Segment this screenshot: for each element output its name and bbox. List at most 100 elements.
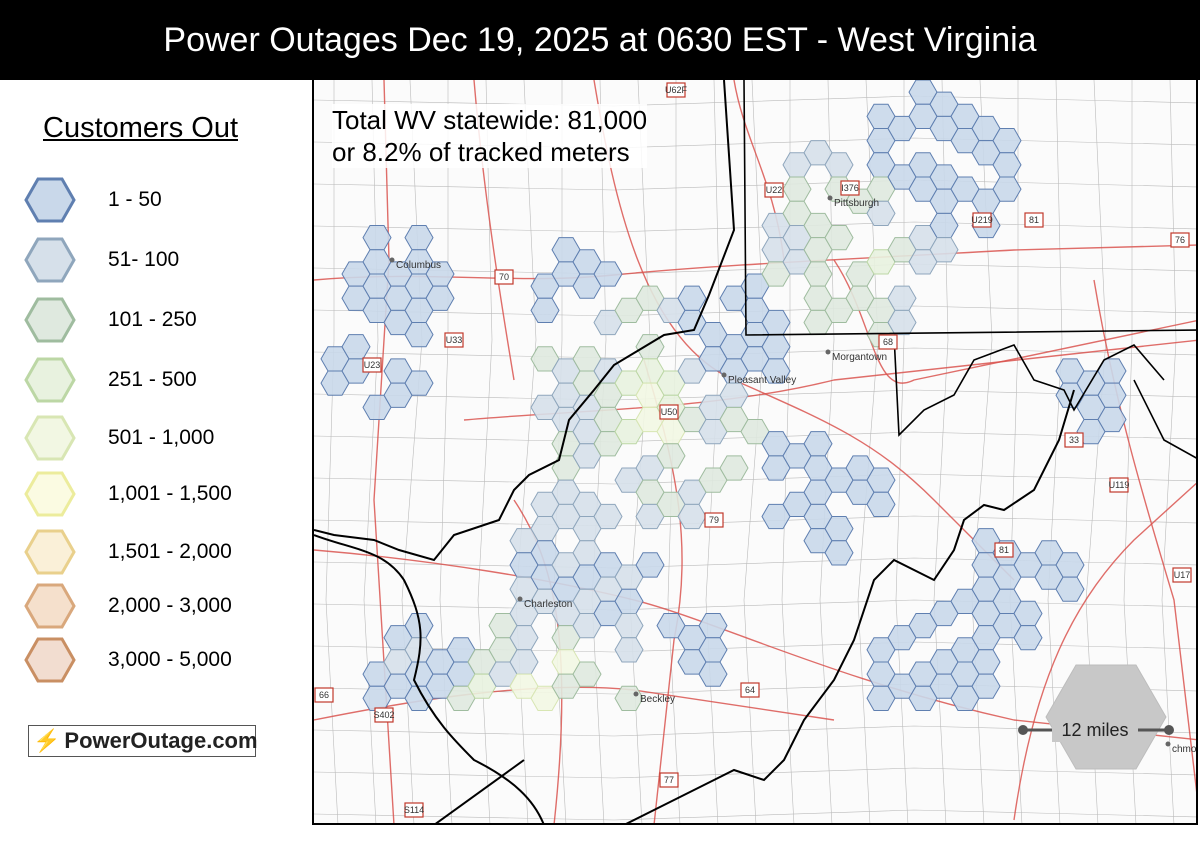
legend-item-label: 501 - 1,000 [108, 426, 215, 449]
outage-hexagon [761, 358, 791, 384]
city-label-columbus: Columbus [396, 260, 441, 271]
scale-label: 12 miles [1061, 720, 1128, 740]
city-label-pittsburgh: Pittsburgh [834, 198, 879, 209]
outage-hexagon [362, 225, 392, 251]
city-label-pleasant_valley: Pleasant Valley [728, 375, 796, 386]
highway-shield-label: 68 [883, 337, 893, 347]
highway-shield-label: I376 [841, 183, 859, 193]
legend-item-label: 2,000 - 3,000 [108, 594, 232, 617]
hexagon-icon [24, 471, 76, 517]
highway-shield-label: S402 [373, 710, 394, 720]
city-label-charleston: Charleston [524, 599, 572, 610]
city-label-richmond: chmond [1172, 744, 1198, 755]
outage-hexagon [677, 503, 707, 530]
legend-item-label: 51- 100 [108, 248, 180, 271]
city-label-beckley: Beckley [640, 694, 675, 705]
map-area[interactable]: 70 79 68 77 64 81 76 U50 U33 U23 U22 U62F I376 U219 81… [312, 80, 1198, 825]
legend-item-label: 101 - 250 [108, 308, 197, 331]
outage-hexagon [992, 176, 1022, 202]
outage-hexagon [698, 661, 728, 687]
outage-hexagon [572, 661, 602, 687]
scale-indicator: 12 miles [1018, 664, 1174, 770]
outage-hexagon [1055, 576, 1085, 602]
statewide-total-line2: or 8.2% of tracked meters [332, 137, 630, 167]
outage-hexagon [1097, 406, 1127, 433]
outage-hexagon [782, 176, 812, 202]
outage-hexagon [929, 237, 959, 263]
hexagon-icon [24, 177, 76, 223]
highway-shield-label: 81 [1029, 215, 1039, 225]
highway-shield-label: U33 [446, 335, 463, 345]
highway-shield-label: 76 [1175, 235, 1185, 245]
legend-item: 101 - 250 [24, 296, 304, 344]
outage-hexagon [719, 455, 749, 481]
highway-shield-label: U22 [766, 185, 783, 195]
outage-hexagon [866, 200, 896, 226]
hexagon-icon [24, 415, 76, 461]
outage-hexagon [614, 685, 644, 711]
legend-item: 51- 100 [24, 236, 304, 284]
highway-shield-label: U50 [661, 407, 678, 417]
outage-hexagons [320, 80, 1127, 711]
legend-panel: Customers Out 1 - 50 51- 100 101 - 250 251 … [0, 80, 312, 844]
highway-shield-label: 77 [664, 775, 674, 785]
legend-item: 1,501 - 2,000 [24, 528, 304, 576]
outage-hexagon [824, 225, 854, 251]
highway-shields: 70 79 68 77 64 81 76 U50 U33 U23 U22 U62F I376 U219 81… [314, 82, 1192, 818]
outage-hexagon [404, 322, 434, 348]
outage-hexagon [824, 540, 854, 566]
outage-hexagon [404, 370, 434, 396]
outage-hexagon [656, 443, 686, 469]
statewide-total-line1: Total WV statewide: 81,000 [332, 105, 648, 135]
scale-endpoint-right [1164, 725, 1174, 735]
legend-item-label: 1 - 50 [108, 188, 162, 211]
city-label-morgantown: Morgantown [832, 352, 887, 363]
highway-shield-label: U23 [364, 360, 381, 370]
highway-shield-label: 70 [499, 272, 509, 282]
state-borders [314, 80, 1196, 823]
legend-item-label: 3,000 - 5,000 [108, 648, 232, 671]
legend-item: 1 - 50 [24, 176, 304, 224]
highway-shield-label: 64 [745, 685, 755, 695]
legend-item: 501 - 1,000 [24, 414, 304, 462]
legend-item: 2,000 - 3,000 [24, 582, 304, 630]
highway-shield-label: U62F [665, 85, 688, 95]
legend-item: 3,000 - 5,000 [24, 636, 304, 684]
legend-item-label: 1,001 - 1,500 [108, 482, 232, 505]
outage-hexagon [425, 285, 455, 311]
outage-hexagon [971, 673, 1001, 699]
logo-text: PowerOutage.com [64, 728, 258, 753]
hexagon-icon [24, 529, 76, 575]
legend-item-label: 251 - 500 [108, 368, 197, 391]
hexagon-icon [24, 297, 76, 343]
outage-hexagon [614, 637, 644, 663]
legend-item-label: 1,501 - 2,000 [108, 540, 232, 563]
highway-shield-label: 79 [709, 515, 719, 525]
legend-item: 1,001 - 1,500 [24, 470, 304, 518]
hexagon-icon [24, 237, 76, 283]
legend-heading: Customers Out [43, 112, 238, 144]
outage-hexagon [866, 491, 896, 517]
outage-hexagon [887, 309, 917, 336]
hexagon-icon [24, 357, 76, 403]
hexagon-icon [24, 583, 76, 629]
outage-hexagon [635, 552, 665, 578]
scale-hexagon [1045, 664, 1167, 770]
hexagon-icon [24, 637, 76, 683]
outage-hexagon [1013, 625, 1043, 651]
scale-endpoint-left [1018, 725, 1028, 735]
outage-hexagon [593, 261, 623, 287]
scale-label-bg [1052, 718, 1138, 742]
poweroutage-logo: ⚡ PowerOutage.com [28, 725, 258, 757]
highway-shield-label: U119 [1109, 480, 1130, 490]
lightning-bolt-icon: ⚡ [33, 728, 61, 753]
highway-shield-label: U219 [971, 215, 993, 225]
outage-hexagon [593, 503, 623, 530]
outage-map[interactable]: 70 79 68 77 64 81 76 U50 U33 U23 U22 U62F I376 U219 81… [314, 80, 1198, 825]
map-title: Power Outages Dec 19, 2025 at 0630 EST -… [0, 0, 1200, 80]
legend-item: 251 - 500 [24, 356, 304, 404]
highway-shield-label: 81 [999, 545, 1009, 555]
outage-hexagon [530, 297, 560, 323]
outage-hexagon [404, 225, 434, 251]
city-labels: Columbus Pittsburgh Morgantown Pleasant Val… [389, 195, 1198, 755]
